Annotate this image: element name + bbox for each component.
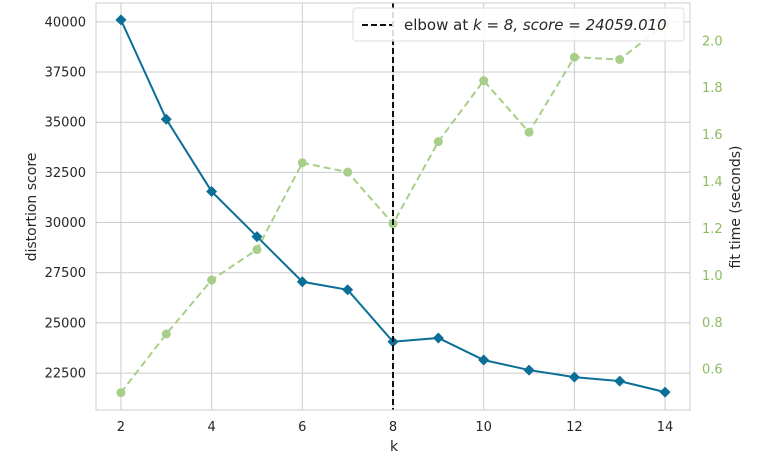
y2-tick-label: 1.4	[702, 175, 723, 190]
y2-tick-label: 1.8	[702, 81, 723, 96]
distortion-point	[160, 113, 172, 125]
fit-time-point	[479, 76, 489, 86]
fit-time-point	[569, 52, 579, 62]
y2-axis-label: fit time (seconds)	[728, 146, 744, 269]
y-tick-label: 35000	[45, 116, 86, 131]
distortion-point	[478, 354, 490, 366]
distortion-point	[614, 375, 626, 387]
y-tick-label: 40000	[45, 15, 86, 30]
fit-time-point	[524, 127, 534, 137]
y-tick-label: 32500	[45, 166, 86, 181]
y2-tick-label: 0.8	[702, 316, 723, 331]
x-axis-label: k	[390, 439, 399, 455]
fit-time-point	[615, 55, 625, 65]
y-tick-label: 22500	[45, 367, 86, 382]
fit-time-point	[161, 329, 171, 339]
x-tick-label: 8	[389, 420, 397, 435]
x-tick-label: 4	[207, 420, 215, 435]
y-tick-labels: 22500 25000 27500 30000 32500 35000 37500 40000	[45, 15, 86, 381]
fit-time-point	[297, 158, 307, 168]
distortion-point	[206, 185, 218, 197]
x-tick-label: 12	[566, 420, 583, 435]
x-tick-label: 6	[298, 420, 306, 435]
fit-time-point	[252, 245, 262, 255]
y2-tick-labels: 0.6 0.8 1.0 1.2 1.4 1.6 1.8 2.0	[702, 34, 723, 377]
y-tick-label: 27500	[45, 266, 86, 281]
distortion-point	[659, 386, 671, 398]
y-tick-label: 37500	[45, 66, 86, 81]
plot-frame	[95, 2, 691, 411]
distortion-point	[115, 14, 127, 26]
distortion-point	[432, 332, 444, 344]
legend-box	[352, 7, 685, 42]
distortion-point	[342, 284, 354, 296]
y2-tick-label: 1.0	[702, 269, 723, 284]
y-tick-label: 25000	[45, 316, 86, 331]
fit-time-point	[343, 167, 353, 177]
x-tick-label: 10	[475, 420, 492, 435]
distortion-point	[251, 231, 263, 243]
y-tick-label: 30000	[45, 216, 86, 231]
fit-time-point	[116, 388, 126, 398]
fit-time-point	[433, 137, 443, 147]
y2-tick-label: 0.6	[702, 363, 723, 378]
legend: elbow at k = 8, score = 24059.010	[352, 7, 685, 42]
distortion-point	[296, 276, 308, 288]
x-tick-label: 14	[657, 420, 674, 435]
x-tick-label: 2	[117, 420, 125, 435]
y2-tick-label: 2.0	[702, 34, 723, 49]
x-tick-labels: 2 4 6 8 10 12 14	[117, 420, 674, 435]
y-axis-label: distortion score	[24, 153, 40, 262]
legend-formula: k = 8, score = 24059.010	[473, 16, 667, 34]
y2-tick-label: 1.6	[702, 128, 723, 143]
distortion-point	[523, 364, 535, 376]
legend-label: elbow at k = 8, score = 24059.010	[404, 16, 667, 34]
legend-prefix: elbow at	[404, 16, 473, 34]
distortion-point	[568, 371, 580, 383]
fit-time-point	[207, 275, 217, 285]
y2-tick-label: 1.2	[702, 222, 723, 237]
